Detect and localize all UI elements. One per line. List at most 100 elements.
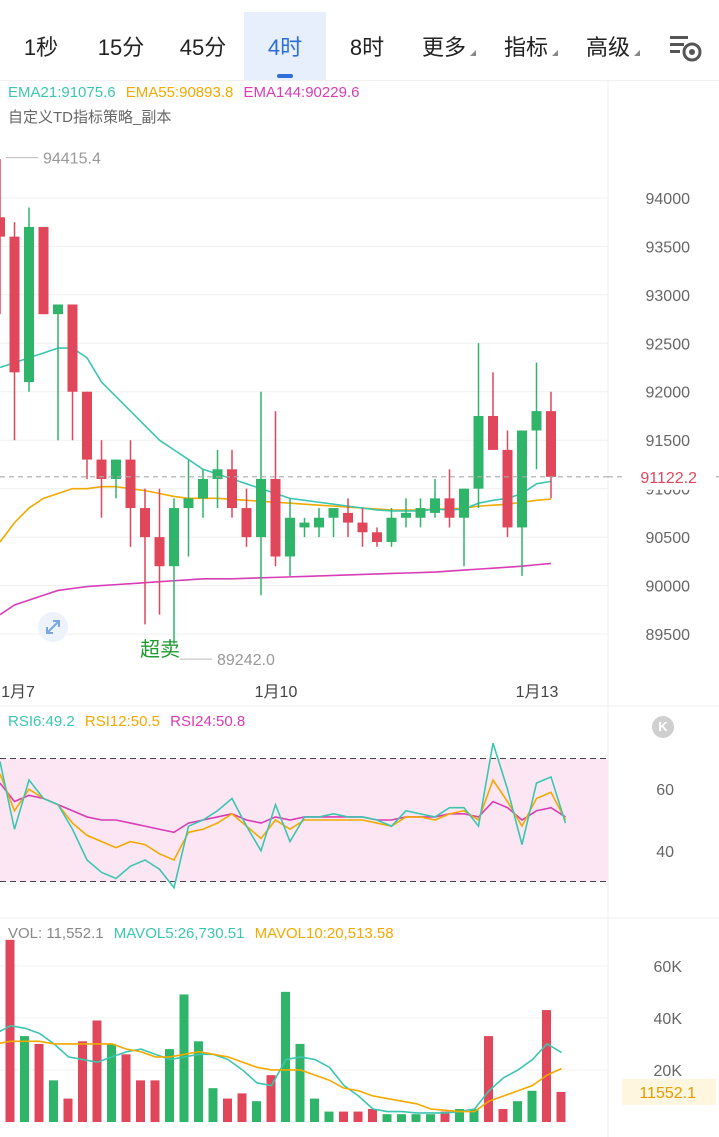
tab-label: 1秒 — [23, 35, 59, 60]
tab-label: 指标 — [503, 35, 548, 60]
candle — [111, 459, 121, 499]
volume-bar — [527, 1090, 537, 1122]
vol-current-tag — [622, 1078, 716, 1105]
volume-bar — [484, 1036, 493, 1122]
volume-bar — [411, 1114, 421, 1122]
candle — [343, 498, 353, 538]
rsi-collapse-icon[interactable]: K — [652, 716, 674, 738]
vol-tick-label: 60K — [654, 959, 683, 976]
volume-bar — [237, 1093, 247, 1122]
candle — [169, 498, 179, 644]
volume-bar — [252, 1101, 261, 1122]
candle-body — [67, 304, 78, 392]
timeframe-tab-bar: 1秒 15分 45分 4时 8时 更多 指标 高级 — [0, 0, 719, 81]
low-marker-label: 89242.0 — [217, 652, 275, 669]
volume-bar — [107, 1043, 116, 1122]
volume-bar — [498, 1108, 508, 1122]
candle — [372, 527, 382, 547]
rsi24-legend: RSI24:50.8 — [170, 713, 246, 730]
candle — [401, 498, 411, 528]
y-tick-label: 91500 — [646, 433, 691, 450]
candle-body — [473, 415, 484, 489]
candle — [82, 391, 92, 479]
volume-bar — [78, 1041, 87, 1122]
volume-bar — [542, 1010, 551, 1122]
tab-1s[interactable]: 1秒 — [0, 12, 82, 80]
candle-body — [38, 226, 49, 315]
volume-bar — [556, 1091, 566, 1122]
candle — [154, 488, 165, 615]
candle-body — [415, 508, 426, 518]
candle — [227, 449, 237, 518]
volume-bar — [49, 1080, 58, 1122]
dropdown-caret-icon — [634, 50, 640, 56]
volume-bar — [165, 1049, 174, 1122]
volume-bar — [513, 1101, 522, 1122]
candle-body — [386, 517, 397, 542]
tab-label: 高级 — [585, 35, 630, 60]
candle — [415, 498, 426, 528]
candle-body — [459, 488, 469, 518]
volume-bar — [194, 1041, 203, 1122]
expand-icon[interactable] — [38, 612, 68, 642]
candle — [67, 304, 78, 441]
x-tick-label: 1月10 — [255, 684, 298, 701]
candle-body — [299, 522, 310, 528]
candle-body — [154, 537, 165, 567]
volume-bar — [368, 1108, 377, 1122]
candle — [140, 488, 150, 625]
candle — [328, 508, 339, 538]
candle-body — [343, 512, 353, 523]
current-price-label: 91122.2 — [640, 470, 697, 487]
candle-body — [82, 391, 92, 460]
tab-advanced[interactable]: 高级 — [572, 12, 654, 80]
candle — [444, 469, 455, 528]
candle — [270, 411, 281, 567]
mavol5-line — [0, 1024, 562, 1114]
mavol5-legend: MAVOL5:26,730.51 — [113, 925, 245, 942]
mavol10-line — [0, 1040, 562, 1113]
vol-tick-label: 20K — [654, 1063, 683, 1080]
rsi-tick-label: 60 — [656, 782, 674, 799]
volume-bar — [63, 1098, 73, 1122]
dropdown-caret-icon — [470, 50, 476, 56]
volume-bar — [339, 1111, 348, 1122]
vol-current-label: 11552.1 — [639, 1085, 696, 1102]
candle — [546, 391, 556, 499]
ema-legend: EMA21:91075.6 EMA55:90893.8 EMA144:90229… — [8, 84, 365, 101]
tab-4h[interactable]: 4时 — [244, 12, 326, 80]
candle — [256, 391, 266, 596]
candle — [299, 517, 310, 538]
indicator-name: 自定义TD指标策略_副本 — [8, 109, 172, 126]
volume-bar — [223, 1098, 232, 1122]
volume-bar — [281, 991, 290, 1122]
tab-indicators[interactable]: 指标 — [490, 12, 572, 80]
candle-body — [140, 508, 150, 538]
high-marker-label: 94415.4 — [43, 151, 101, 168]
candle-body — [357, 522, 368, 533]
volume-bar — [397, 1114, 406, 1122]
candle — [96, 440, 107, 518]
candle-body — [488, 415, 498, 450]
y-tick-label: 92000 — [646, 385, 691, 402]
y-tick-label: 92500 — [646, 336, 691, 353]
candle-body — [0, 217, 5, 237]
tab-15m[interactable]: 15分 — [80, 12, 162, 80]
y-tick-label: 90000 — [646, 579, 691, 596]
volume-bar — [469, 1108, 479, 1122]
chart-settings-icon[interactable] — [668, 30, 704, 64]
current-price-tag — [622, 463, 716, 490]
tab-45m[interactable]: 45分 — [162, 12, 244, 80]
tab-more[interactable]: 更多 — [408, 12, 490, 80]
candle — [314, 508, 324, 538]
tab-8h[interactable]: 8时 — [326, 12, 408, 80]
candle — [502, 430, 513, 538]
candle-body — [183, 498, 194, 509]
volume-bar — [92, 1020, 102, 1122]
y-tick-label: 93500 — [646, 239, 691, 256]
candle — [9, 222, 20, 441]
candle-body — [212, 469, 223, 479]
candle-body — [531, 411, 542, 431]
volume-bar — [136, 1080, 145, 1122]
